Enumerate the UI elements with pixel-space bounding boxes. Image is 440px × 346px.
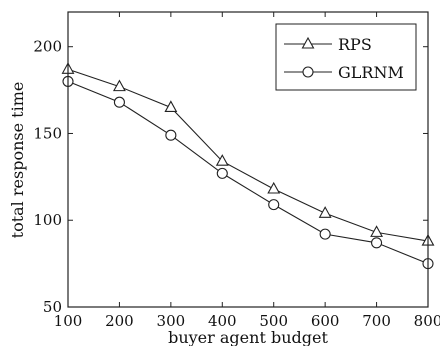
point-rps (164, 100, 178, 112)
y-tick-label: 200 (33, 38, 62, 56)
x-tick-label: 100 (54, 312, 83, 330)
series (61, 62, 435, 270)
y-axis-label: total response time (8, 82, 27, 239)
x-tick-label: 800 (414, 312, 440, 330)
legend-label-rps: RPS (338, 35, 372, 54)
legend-label-glrnm: GLRNM (338, 63, 404, 82)
point-glrnm (165, 129, 177, 141)
y-tick-label: 50 (43, 298, 62, 316)
point-glrnm (113, 96, 125, 108)
legend-marker-glrnm (302, 66, 314, 78)
series-line-rps (67, 68, 429, 242)
x-tick-label: 200 (105, 312, 134, 330)
series-line-glrnm (67, 80, 429, 265)
x-tick-label: 300 (157, 312, 186, 330)
y-tick-label: 150 (33, 124, 62, 142)
plot-frame (67, 11, 429, 308)
y-tick-label: 100 (33, 211, 62, 229)
point-rps (370, 225, 384, 237)
point-rps (215, 154, 229, 166)
point-glrnm (371, 237, 383, 249)
x-tick-label: 700 (362, 312, 391, 330)
point-rps (112, 79, 126, 92)
legend: RPS GLRNM (275, 23, 417, 91)
point-rps (267, 181, 281, 194)
legend-box (275, 23, 417, 91)
point-glrnm (268, 199, 280, 211)
point-rps (318, 206, 332, 218)
legend-marker-rps (301, 36, 315, 49)
x-tick-label: 600 (311, 312, 340, 330)
x-tick-label: 400 (208, 312, 237, 330)
x-axis-label: buyer agent budget (168, 328, 328, 346)
point-glrnm (216, 167, 228, 179)
x-tick-label: 500 (259, 312, 288, 330)
point-glrnm (319, 228, 331, 240)
